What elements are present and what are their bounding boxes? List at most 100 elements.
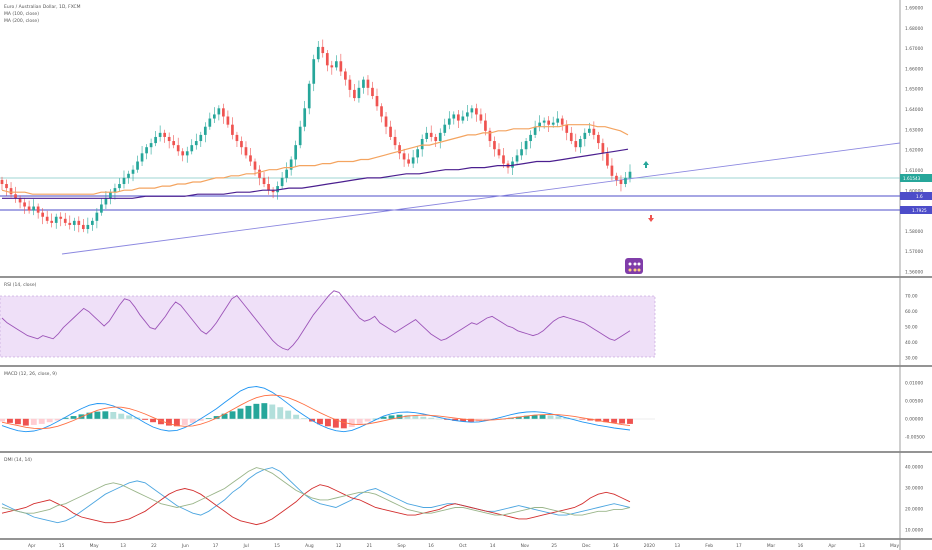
macd-histogram-bar	[317, 418, 323, 425]
candle-body	[497, 149, 501, 156]
candle-body	[344, 71, 347, 80]
macd-tick-label: 0.00000	[905, 417, 923, 423]
price-tick-label: 1.63000	[905, 127, 923, 133]
candle-body	[14, 194, 17, 199]
event-badge-icon[interactable]	[625, 258, 643, 274]
candle-body	[5, 184, 8, 189]
adx-line	[1, 467, 631, 516]
time-tick-label: Oct	[459, 543, 467, 549]
candle-body	[231, 124, 234, 135]
dmi-title: DMI (14, 14)	[4, 457, 32, 463]
rsi-axis: 70.00 60.00 50.00 40.00 30.00	[905, 294, 918, 362]
macd-histogram-bar	[340, 418, 347, 429]
candle-body	[362, 79, 365, 88]
macd-line	[1, 386, 631, 433]
candle-body	[542, 120, 546, 123]
macd-tick-label: 0.01000	[905, 381, 923, 387]
candle-body	[601, 143, 605, 154]
candle-body	[267, 184, 270, 191]
candle-body	[330, 65, 334, 68]
candle-body	[63, 218, 67, 223]
time-tick-label: May	[90, 543, 99, 549]
macd-histogram-bar	[348, 418, 355, 427]
candle-body	[316, 46, 320, 60]
rsi-tick-label: 70.00	[905, 294, 918, 300]
candle-body	[258, 169, 261, 178]
current-price-tag: 1.61543	[900, 174, 932, 182]
macd-histogram-bar	[523, 415, 530, 419]
macd-histogram-bar	[269, 404, 276, 419]
candle-body	[533, 126, 537, 135]
macd-histogram-bar	[324, 418, 331, 427]
candle-body	[136, 161, 139, 170]
rsi-tick-label: 50.00	[905, 325, 918, 331]
candle-body	[456, 114, 460, 121]
candle-body	[244, 147, 248, 156]
price-tick-label: 1.62000	[905, 148, 923, 154]
time-tick-label: 21	[367, 543, 373, 549]
trendline[interactable]	[61, 142, 901, 255]
macd-histogram-bar	[611, 418, 618, 423]
time-tick-label: 17	[736, 543, 742, 549]
time-tick-label: Feb	[705, 543, 713, 549]
macd-histogram-bar	[380, 416, 387, 419]
macd-histogram-bar	[94, 411, 101, 419]
time-tick-label: Apr	[828, 543, 836, 549]
time-tick-label: 15	[274, 543, 280, 549]
candle-body	[163, 132, 166, 137]
candle-body	[411, 157, 415, 164]
macd-histogram-bar	[293, 414, 300, 419]
candle-body	[149, 143, 153, 148]
candlestick-series	[0, 39, 632, 234]
candle-body	[118, 184, 121, 189]
rsi-title: RSI (14, close)	[4, 282, 37, 288]
candle-body	[68, 222, 72, 225]
macd-histogram-bar	[253, 403, 260, 419]
macd-histogram-bar	[396, 414, 403, 419]
candle-body	[54, 216, 58, 223]
macd-tick-label: 0.00500	[905, 399, 923, 405]
candle-body	[208, 118, 212, 127]
candle-body	[407, 159, 410, 164]
time-tick-label: 2020	[644, 543, 655, 549]
candle-body	[194, 141, 198, 146]
macd-histogram-bar	[515, 416, 522, 419]
time-tick-label: May	[890, 543, 899, 549]
rsi-tick-label: 30.00	[905, 356, 918, 362]
macd-histogram-bar	[181, 418, 188, 425]
macd-histogram-bar	[118, 413, 125, 419]
candle-body	[226, 116, 230, 125]
time-axis[interactable]: Apr 15 May 13 22 Jun 17 Jul 15 Aug 12 21 Sep 16 Oct 14 N…	[28, 543, 899, 549]
candle-body	[484, 120, 487, 131]
macd-histogram-bar	[7, 418, 13, 423]
candle-body	[86, 224, 90, 230]
candle-body	[158, 132, 162, 137]
macd-histogram-bar	[547, 415, 554, 419]
candle-body	[475, 108, 478, 115]
candle-body	[72, 220, 76, 225]
candle-body	[95, 212, 99, 221]
candle-body	[420, 139, 424, 150]
candle-body	[50, 220, 54, 223]
candle-body	[511, 161, 514, 168]
macd-histogram-bar	[388, 415, 395, 419]
price-tick-label: 1.67000	[905, 46, 923, 52]
macd-histogram-bar	[428, 417, 435, 419]
macd-histogram-bar	[102, 411, 109, 419]
candle-body	[393, 136, 397, 146]
rsi-line	[1, 290, 631, 351]
candle-body	[556, 118, 560, 123]
sell-arrow-icon	[648, 215, 654, 222]
time-tick-label: Mar	[767, 543, 775, 549]
candle-body	[398, 145, 401, 154]
macd-histogram-bar	[571, 418, 578, 419]
candle-body	[77, 220, 81, 225]
macd-histogram-bar	[46, 418, 53, 423]
macd-histogram-bar	[420, 416, 427, 419]
ma2-legend: MA (200, close)	[4, 18, 39, 24]
candle-body	[154, 136, 157, 144]
macd-histogram-bar	[30, 418, 37, 425]
macd-histogram-bar	[14, 418, 21, 425]
